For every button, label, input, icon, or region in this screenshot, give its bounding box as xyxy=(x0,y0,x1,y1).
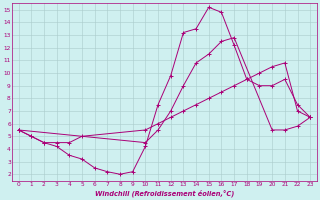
X-axis label: Windchill (Refroidissement éolien,°C): Windchill (Refroidissement éolien,°C) xyxy=(95,189,234,197)
